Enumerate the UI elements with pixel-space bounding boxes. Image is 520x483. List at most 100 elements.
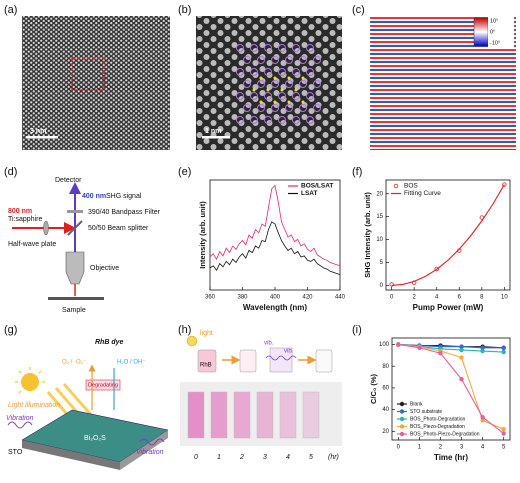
plot-frame bbox=[391, 337, 511, 441]
y-tick-label: 10 bbox=[376, 237, 383, 243]
sun-rays bbox=[15, 367, 45, 394]
shg-setup: Detector 400 nm SHG signal 390/40 Bandpa… bbox=[8, 177, 161, 314]
lattice-image bbox=[22, 16, 170, 150]
panel-label: (g) bbox=[4, 324, 17, 336]
panel-label: (c) bbox=[352, 4, 365, 16]
stem-image-a: 3 nm bbox=[22, 16, 170, 150]
data-point bbox=[459, 377, 464, 382]
process-label: RhB bbox=[200, 363, 212, 369]
atom-marker bbox=[278, 92, 286, 100]
legend-label: STO substrate bbox=[410, 409, 442, 415]
atom-marker bbox=[271, 56, 279, 64]
cuvette bbox=[210, 391, 228, 439]
vial bbox=[197, 349, 217, 373]
x-tick-label: 2 bbox=[413, 295, 417, 301]
x-tick-label: 0 bbox=[390, 295, 394, 301]
vial bbox=[239, 349, 257, 373]
x-tick-label: 5 bbox=[502, 445, 506, 451]
x-tick-label: 4 bbox=[481, 445, 485, 451]
y-tick-label: 5 bbox=[380, 260, 384, 266]
setup-label: Half-wave plate bbox=[8, 241, 56, 248]
atom-overlay bbox=[236, 44, 321, 124]
atom-marker bbox=[306, 68, 314, 76]
atom-marker bbox=[299, 56, 307, 64]
plot-frame bbox=[385, 179, 511, 291]
atom-marker bbox=[287, 76, 291, 80]
atom-marker bbox=[271, 104, 279, 112]
atom-marker bbox=[292, 44, 300, 52]
atom-marker bbox=[278, 116, 286, 124]
atom-marker bbox=[259, 100, 263, 104]
panel-label: (i) bbox=[352, 324, 362, 336]
setup-label: 50/50 Beam splitter bbox=[88, 225, 149, 232]
substrate-front bbox=[22, 440, 120, 470]
atom-marker bbox=[243, 104, 251, 112]
time-label: 5 bbox=[309, 454, 313, 461]
bandpass-filter bbox=[67, 210, 83, 213]
data-point bbox=[480, 348, 485, 354]
panel-label: (h) bbox=[178, 324, 191, 336]
atom-marker bbox=[285, 104, 293, 112]
x-tick-label: 420 bbox=[302, 295, 313, 301]
atom-marker bbox=[252, 88, 256, 92]
colorbar-label: 0° bbox=[490, 29, 495, 35]
setup-label: Detector bbox=[55, 177, 82, 184]
scheme-label: Bi₂O₂S bbox=[84, 435, 106, 442]
data-point bbox=[417, 345, 422, 350]
x-tick-label: 8 bbox=[480, 295, 484, 301]
objective bbox=[65, 251, 85, 285]
atom-marker bbox=[257, 80, 265, 88]
series-line bbox=[209, 221, 341, 275]
series-line bbox=[391, 184, 505, 286]
atom-marker bbox=[271, 80, 279, 88]
atom-marker bbox=[264, 116, 272, 124]
panel-labels: (a) (b) (c) (d) (e) (f) (g) (h) (i) bbox=[4, 4, 365, 336]
legend-label: BOS/LSAT bbox=[301, 183, 333, 190]
legend-label: BOS_Photo-Piezo-Degradation bbox=[410, 431, 480, 437]
chart: 0 2 4 6 8 10 0 5 10 15 20 Pump Power (mW) SHG Intens… bbox=[363, 179, 511, 312]
panel-label: (b) bbox=[178, 4, 191, 16]
y-axis-label: Intensity (arb. unit) bbox=[198, 201, 207, 269]
setup-label: Objective bbox=[90, 265, 119, 272]
beam-splitter bbox=[67, 220, 83, 236]
atom-marker bbox=[313, 56, 321, 64]
x-tick-label: 2 bbox=[439, 445, 443, 451]
vibration-wave bbox=[7, 421, 33, 429]
cuvette bbox=[279, 391, 297, 439]
colorbar bbox=[473, 17, 489, 47]
legend-swatch bbox=[399, 431, 405, 437]
atom-marker bbox=[236, 68, 244, 76]
zoom-box bbox=[71, 57, 105, 91]
setup-label: Ti:sapphire bbox=[8, 216, 42, 223]
stem-image-b: 1 nm bbox=[196, 16, 342, 150]
series-line bbox=[398, 343, 505, 434]
y-tick-label: 0 bbox=[380, 283, 384, 289]
data-point bbox=[480, 415, 485, 420]
cuvette bbox=[302, 391, 320, 439]
bulb bbox=[186, 335, 198, 347]
cuvette bbox=[256, 391, 274, 439]
atom-marker bbox=[285, 80, 293, 88]
atom-marker bbox=[257, 56, 265, 64]
legend-swatch bbox=[399, 409, 405, 414]
atom-marker bbox=[266, 88, 270, 92]
atom-marker bbox=[236, 92, 244, 100]
y-tick-label: 15 bbox=[376, 214, 383, 220]
scale-bar bbox=[202, 136, 230, 139]
legend-label: Fitting Curve bbox=[404, 190, 441, 197]
atom-marker bbox=[287, 100, 291, 104]
setup-label: Sample bbox=[62, 307, 86, 314]
x-tick-label: 380 bbox=[237, 295, 248, 301]
x-axis-label: Pump Power (mW) bbox=[413, 303, 484, 312]
sample bbox=[48, 297, 104, 300]
cuvette bbox=[187, 391, 205, 439]
x-tick-label: 6 bbox=[458, 295, 462, 301]
atom-marker bbox=[236, 116, 244, 124]
y-axis-label: C/C₀ (%) bbox=[369, 373, 378, 404]
atom-marker bbox=[299, 80, 307, 88]
scale-label: 1 nm bbox=[205, 128, 221, 135]
atom-marker bbox=[264, 44, 272, 52]
atom-marker bbox=[301, 76, 305, 80]
chart: 0 1 2 3 4 5 20 40 60 80 100 Time (hr) C/C₀ (%) Blank S… bbox=[369, 337, 511, 462]
